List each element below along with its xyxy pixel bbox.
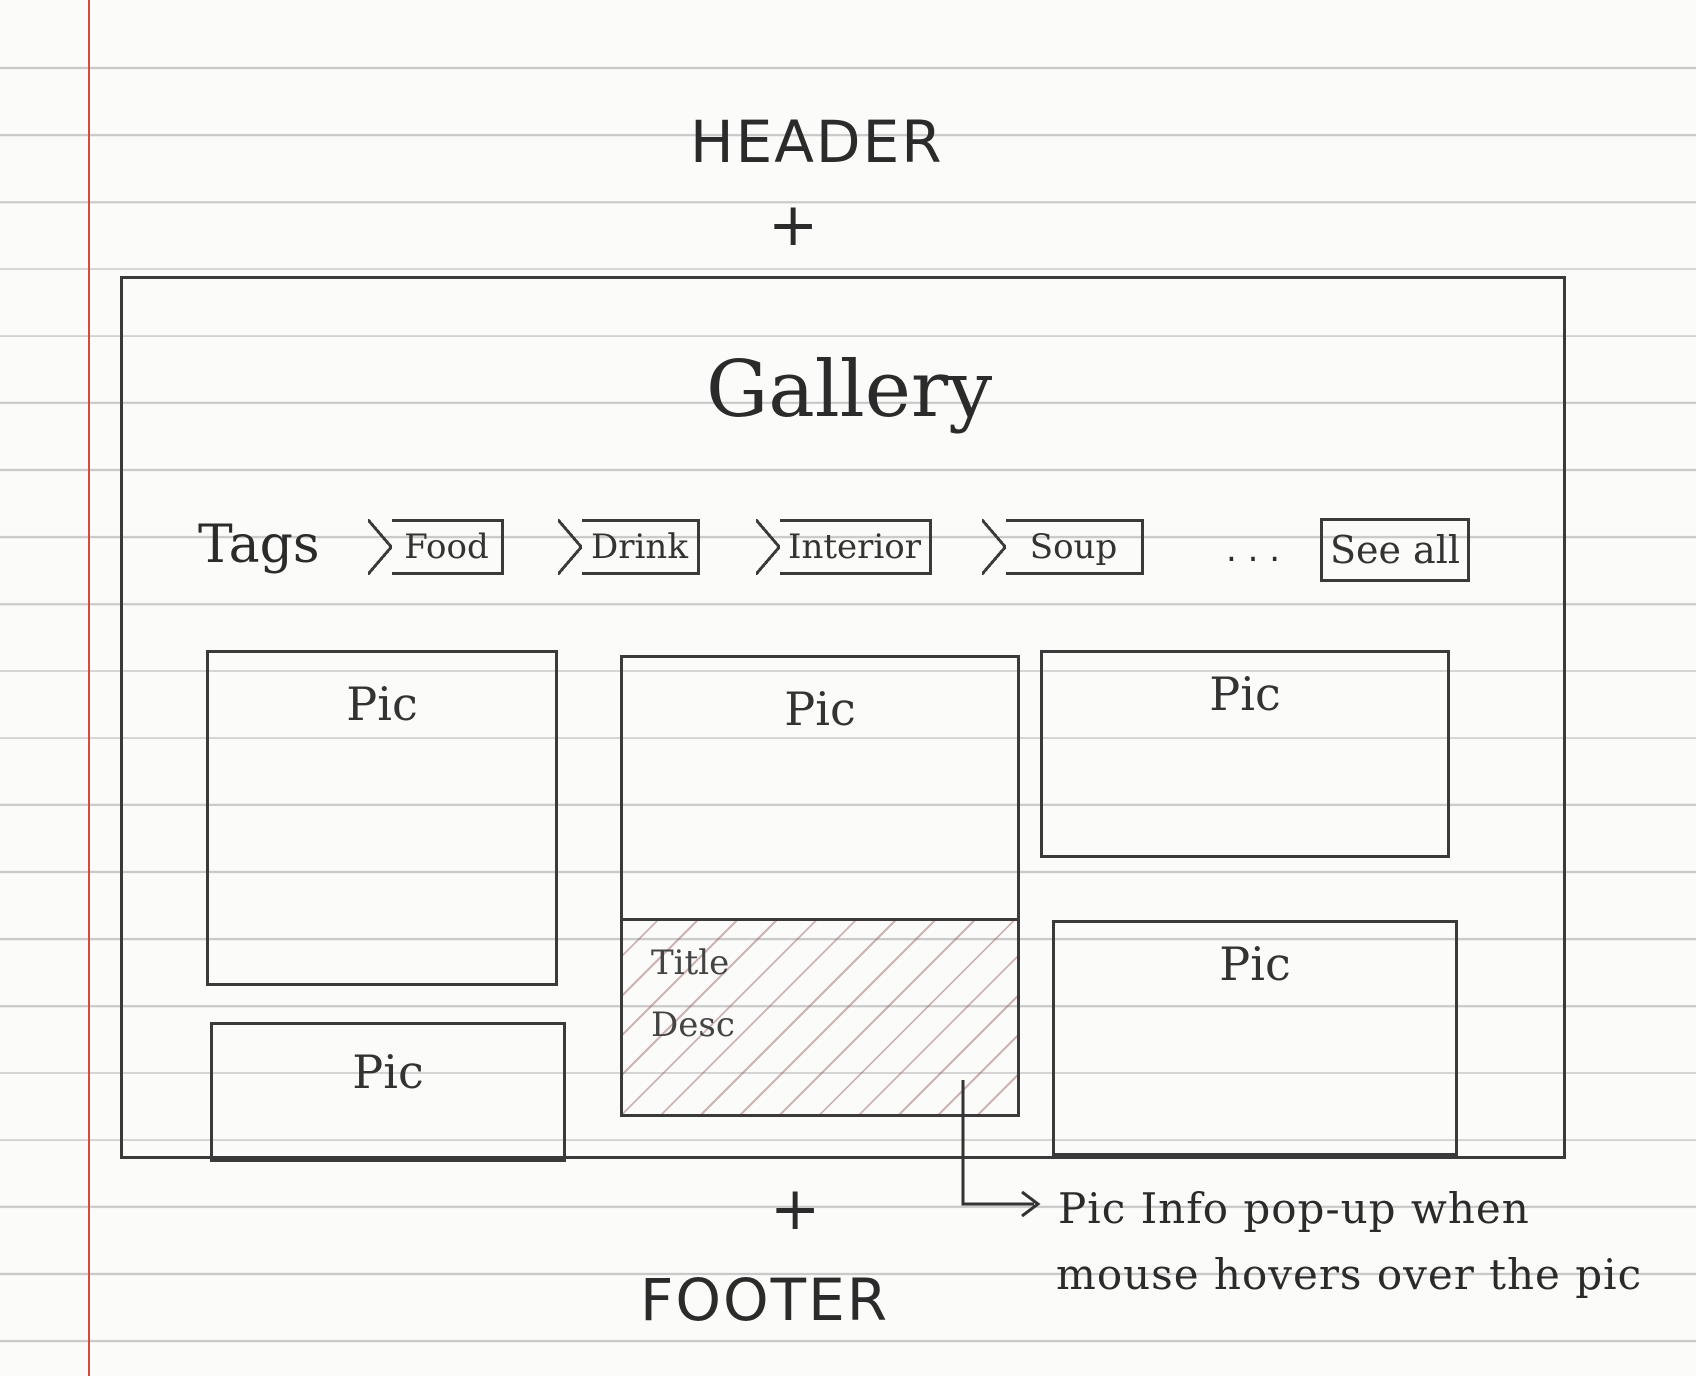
gallery-container [120,276,1566,1159]
tag-food[interactable]: Food [368,519,504,575]
annotation-line-2: mouse hovers over the pic [1056,1250,1643,1299]
tags-ellipsis: . . . [1226,530,1281,570]
footer-plus: + [770,1174,821,1244]
gallery-title: Gallery [706,345,993,435]
see-all-label: See all [1329,528,1461,572]
pic-tile[interactable]: Pic [210,1022,566,1162]
popup-desc: Desc [651,1005,735,1045]
tag-interior[interactable]: Interior [756,519,932,575]
tags-label: Tags [198,515,320,575]
tag-drink[interactable]: Drink [558,519,700,575]
popup-title: Title [651,943,730,983]
pic-label: Pic [1209,667,1281,721]
tag-soup[interactable]: Soup [982,519,1144,575]
pic-tile-hovered[interactable]: Pic Title Desc [620,655,1020,1117]
pic-tile[interactable]: Pic [206,650,558,986]
pic-info-popup: Title Desc [623,918,1017,1114]
notebook-margin-line [88,0,90,1376]
pic-tile[interactable]: Pic [1040,650,1450,858]
annotation-line-1: Pic Info pop-up when [1058,1184,1530,1233]
pic-tile[interactable]: Pic [1052,920,1458,1156]
pic-label: Pic [784,682,856,736]
pic-label: Pic [352,1045,424,1099]
footer-label: FOOTER [640,1266,890,1334]
pic-label: Pic [346,677,418,731]
header-label: HEADER [690,108,944,176]
header-plus: + [768,190,819,260]
pic-label: Pic [1219,937,1291,991]
see-all-button[interactable]: See all [1320,518,1470,582]
